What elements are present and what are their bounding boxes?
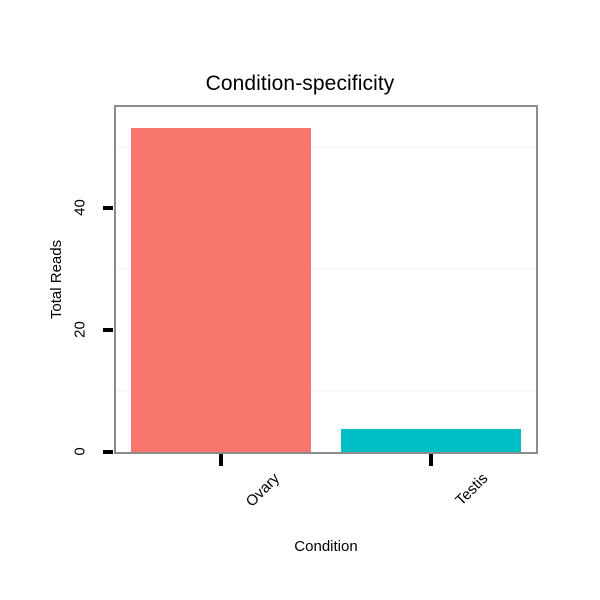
x-tick-label-testis: Testis [452,470,492,510]
y-tick-mark [103,450,113,454]
x-axis-title: Condition [294,538,358,555]
gridline-minor [116,389,536,392]
y-axis-title: Total Reads [47,239,65,319]
gridline-minor [116,145,536,148]
y-tick-mark [103,205,113,210]
plot-panel [114,105,538,454]
plot-area [116,107,536,452]
y-tick-label: 0 [71,447,89,456]
x-tick-mark [219,454,223,466]
bar-ovary [131,128,311,452]
x-tick-label-ovary: Ovary [242,470,284,511]
x-tick-mark [429,454,433,466]
chart-title: Condition-specificity [205,72,395,95]
y-tick-label: 40 [71,198,89,216]
y-tick-mark [103,327,113,332]
gridline-minor [116,267,536,270]
bar-testis [341,429,521,452]
y-tick-label: 20 [71,321,89,338]
